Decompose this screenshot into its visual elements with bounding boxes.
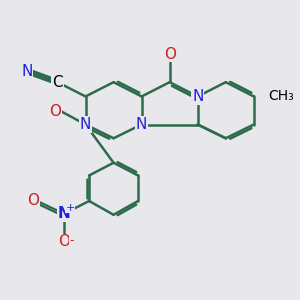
Text: CH₃: CH₃ (268, 89, 294, 103)
Text: N: N (192, 89, 203, 104)
Text: N: N (58, 206, 70, 221)
Text: C: C (52, 75, 63, 90)
Text: O: O (164, 46, 176, 62)
Text: N: N (21, 64, 33, 80)
Text: +: + (65, 202, 75, 213)
Text: O: O (58, 234, 70, 249)
Text: O: O (27, 194, 39, 208)
Text: O: O (49, 104, 61, 119)
Text: N: N (136, 117, 147, 132)
Text: -: - (70, 234, 74, 247)
Text: N: N (80, 117, 91, 132)
